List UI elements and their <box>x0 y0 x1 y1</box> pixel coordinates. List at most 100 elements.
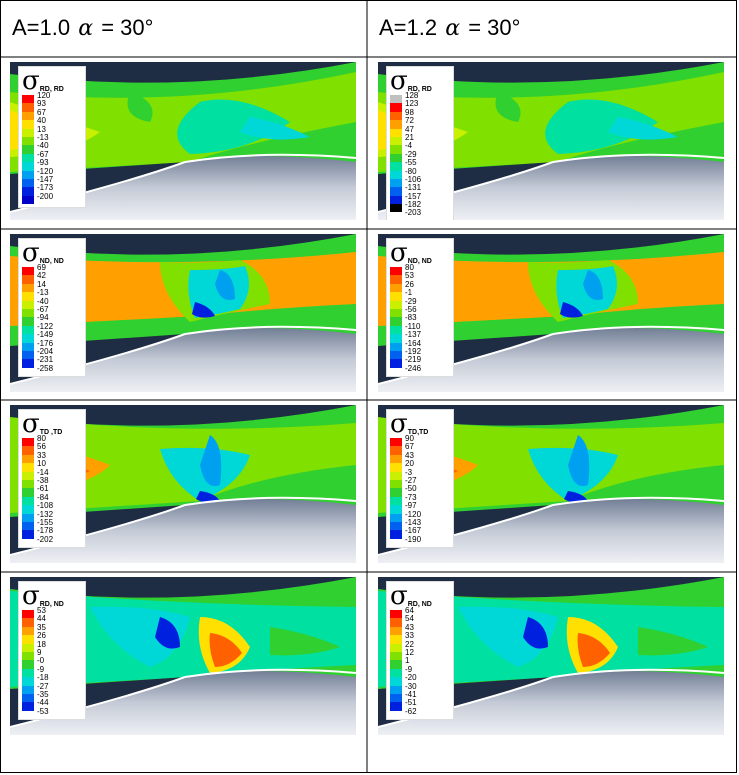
legend-tick-label: -1 <box>405 288 413 298</box>
legend-swatch <box>22 178 34 188</box>
contour-region <box>209 633 242 667</box>
legend-tick-label: -120 <box>37 166 54 176</box>
legend-tick-label: -20 <box>405 673 417 683</box>
stress-contour-plot: σRD, RD 128 123 98 72 47 21 -4 -29 -55 -80 -106 -131… <box>378 62 724 220</box>
legend-tick-label: -55 <box>405 158 417 168</box>
legend-tick-label: 14 <box>37 279 46 289</box>
legend-swatch <box>22 618 34 627</box>
color-legend: σRD, RD 120 93 67 40 13 -13 -40 -67 -93 -120 -147 -1… <box>18 66 86 209</box>
legend-swatch <box>22 308 34 318</box>
legend-tick-label: -61 <box>37 484 49 494</box>
legend-tick-label: 80 <box>37 434 46 443</box>
legend-swatch <box>22 643 34 652</box>
header-suffix: = 30° <box>101 15 154 40</box>
legend-swatch <box>22 677 34 686</box>
stress-component: RD, RD <box>407 86 432 93</box>
legend-swatch <box>22 292 34 301</box>
sigma-symbol: σ <box>22 409 40 439</box>
legend-swatch <box>390 660 402 669</box>
legend-title: σTD,TD <box>390 411 450 437</box>
legend-swatch <box>390 120 402 129</box>
legend-tick-label: 12 <box>405 647 414 657</box>
legend-title: σND, ND <box>22 240 82 266</box>
legend-tick-label: 43 <box>405 622 414 632</box>
lower-die <box>378 326 724 392</box>
legend-tick-label: 40 <box>37 116 46 126</box>
contour-region <box>215 270 235 300</box>
legend-swatch <box>22 685 34 694</box>
legend-tick-label: -67 <box>37 149 49 159</box>
legend-tick-label: -62 <box>405 706 417 716</box>
lower-die <box>378 497 724 563</box>
legend-tick-label: -178 <box>37 526 54 536</box>
legend-tick-label: 47 <box>405 124 414 134</box>
legend-tick-label: 123 <box>405 99 419 109</box>
legend-swatch <box>22 267 34 276</box>
sigma-symbol: σ <box>390 238 408 268</box>
legend-tick-label: -38 <box>37 475 49 485</box>
legend-swatch <box>22 668 34 678</box>
stress-contour-plot: σND, ND 80 53 26 -1 -29 -56 -83 -110 -137 -164 -192… <box>378 234 724 392</box>
legend-swatch <box>390 521 402 531</box>
legend-swatch <box>22 187 34 196</box>
legend-color-bar <box>22 267 34 373</box>
legend-tick-label: 13 <box>37 124 46 134</box>
legend-swatch <box>22 128 34 137</box>
lower-die <box>10 154 356 220</box>
sigma-symbol: σ <box>390 581 408 611</box>
header-suffix: = 30° <box>468 15 521 40</box>
legend-swatch <box>390 626 402 636</box>
legend-tick-label: -231 <box>37 355 54 365</box>
legend-swatch <box>390 438 402 447</box>
legend-tick-label: -3 <box>405 467 413 477</box>
legend-tick-label: -51 <box>405 698 417 708</box>
legend-color-bar <box>390 95 402 218</box>
legend-tick-label: -182 <box>405 200 422 210</box>
lower-die <box>378 154 724 220</box>
legend-tick-label: -29 <box>405 149 417 159</box>
legend-tick-label: 43 <box>405 450 414 460</box>
legend-tick-label: -29 <box>405 296 417 306</box>
legend-tick-label: 69 <box>37 263 46 272</box>
legend-swatch <box>390 610 402 619</box>
legend-tick-label: 20 <box>405 459 414 469</box>
legend-swatch <box>22 479 34 489</box>
legend-tick-label: -173 <box>37 183 54 193</box>
legend-tick-label: 1 <box>405 656 410 666</box>
legend-swatch <box>390 513 402 522</box>
legend-swatch <box>22 153 34 163</box>
legend-swatch <box>22 283 34 293</box>
stress-contour-plot: σRD, ND 53 44 35 26 18 9 -0 -9 -18 -27 -35 -44 -53 <box>10 577 356 735</box>
legend-tick-label: -67 <box>37 304 49 314</box>
legend-swatch <box>390 195 402 205</box>
stress-component: RD, RD <box>39 86 64 93</box>
legend-tick-label: -30 <box>405 681 417 691</box>
legend-swatch <box>22 317 34 326</box>
legend-swatch <box>390 505 402 514</box>
legend-color-bar <box>22 610 34 716</box>
legend-tick-label: -80 <box>405 166 417 176</box>
legend-title: σRD, RD <box>390 68 450 94</box>
legend-title: σTD ,TD <box>22 409 82 439</box>
legend-tick-label: 21 <box>405 132 414 142</box>
stress-component: ND, ND <box>39 258 64 265</box>
legend-tick-label: -27 <box>37 681 49 691</box>
stress-contour-plot: σTD,TD 90 67 43 20 -3 -27 -50 -73 -97 -120 -143 -167… <box>378 405 724 563</box>
contour-region <box>564 491 588 503</box>
legend-swatch <box>390 292 402 301</box>
legend-tick-label: -13 <box>37 288 49 298</box>
legend-swatch <box>22 342 34 351</box>
legend-swatch <box>390 350 402 360</box>
stress-component: TD ,TD <box>39 429 63 436</box>
legend-swatch <box>390 685 402 694</box>
legend-tick-label: -84 <box>37 492 49 502</box>
legend-swatch <box>390 136 402 146</box>
legend-tick-label: -155 <box>37 517 54 527</box>
legend-tick-label: -4 <box>405 141 413 151</box>
column-header-1: A=1.0 α = 30° <box>0 0 372 56</box>
legend-tick-label: -40 <box>37 296 49 306</box>
legend-swatch <box>390 651 402 661</box>
legend-swatch <box>22 693 34 703</box>
legend-tick-label: -203 <box>405 208 422 218</box>
legend-swatch <box>22 300 34 309</box>
